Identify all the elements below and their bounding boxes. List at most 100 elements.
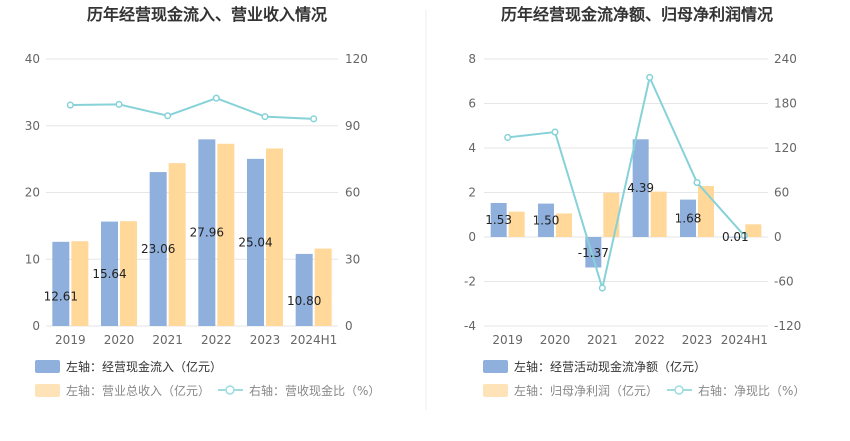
x-tick-label: 2019 bbox=[492, 333, 523, 347]
legend-swatch-net-cash[interactable] bbox=[483, 360, 508, 373]
data-label: 23.06 bbox=[141, 242, 175, 256]
legend-marker-ratio[interactable] bbox=[225, 385, 235, 395]
chart-left-grid bbox=[46, 58, 338, 327]
bar-net-profit[interactable] bbox=[603, 192, 620, 237]
y-right-tick: 180 bbox=[774, 97, 797, 111]
x-tick-label: 2023 bbox=[682, 333, 713, 347]
ratio-point[interactable] bbox=[115, 100, 123, 108]
data-label: 10.80 bbox=[287, 294, 321, 308]
bar-net-cash[interactable] bbox=[680, 199, 696, 237]
chart-right-bars bbox=[490, 139, 762, 268]
y-left-tick: -2 bbox=[464, 275, 476, 289]
x-tick-label: 2019 bbox=[55, 333, 86, 347]
x-tick-label: 2021 bbox=[152, 333, 183, 347]
ratio-line bbox=[70, 97, 314, 120]
bar-net-cash[interactable] bbox=[490, 202, 507, 237]
legend-label-net-cash[interactable]: 左轴：经营活动现金流净额（亿元） bbox=[514, 359, 706, 374]
bar-revenue[interactable] bbox=[314, 248, 332, 326]
data-label: 15.64 bbox=[92, 267, 126, 281]
bar-revenue[interactable] bbox=[120, 221, 137, 326]
y-left-tick: 0 bbox=[468, 230, 476, 244]
chart-right-line bbox=[504, 73, 748, 292]
data-label: -1.37 bbox=[578, 246, 609, 260]
bar-net-profit[interactable] bbox=[556, 213, 572, 237]
chart-right-axes: -4 -2 0 2 4 6 8 -120 -60 0 60 120 180 240 2019 2020 2021… bbox=[464, 52, 801, 347]
x-tick-label: 2020 bbox=[540, 333, 571, 347]
bar-net-profit[interactable] bbox=[508, 211, 525, 237]
y-left-tick: 4 bbox=[468, 141, 476, 155]
legend-swatch-net-profit[interactable] bbox=[483, 384, 508, 397]
chart-right-title: 历年经营现金流净额、归母净利润情况 bbox=[501, 5, 773, 24]
y-right-tick: 120 bbox=[774, 141, 797, 155]
bar-net-cash[interactable] bbox=[632, 139, 649, 237]
ratio-point[interactable] bbox=[646, 73, 654, 81]
y-right-tick: 120 bbox=[345, 52, 368, 66]
bar-revenue[interactable] bbox=[71, 241, 89, 326]
data-label: 0.01 bbox=[722, 230, 749, 244]
y-right-tick: 60 bbox=[345, 186, 360, 200]
chart-left: 历年经营现金流入、营业收入情况 12.61 15.64 23.06 27.96 25.0… bbox=[25, 5, 381, 398]
bar-revenue[interactable] bbox=[266, 148, 283, 326]
legend-label-net-profit[interactable]: 左轴：归母净利润（亿元） bbox=[514, 383, 658, 398]
bar-revenue[interactable] bbox=[217, 143, 235, 326]
legend-marker-net-ratio[interactable] bbox=[674, 385, 684, 395]
y-left-tick: 40 bbox=[25, 52, 40, 66]
y-right-tick: 30 bbox=[345, 252, 360, 266]
legend-swatch-cash-inflow[interactable] bbox=[35, 360, 60, 373]
y-right-tick: -60 bbox=[774, 275, 794, 289]
y-right-tick: 0 bbox=[345, 319, 353, 333]
bar-cash-inflow[interactable] bbox=[198, 139, 216, 326]
bar-net-profit[interactable] bbox=[745, 224, 762, 237]
bar-cash-inflow[interactable] bbox=[149, 172, 167, 326]
chart-right: 历年经营现金流净额、归母净利润情况 1.53 1.50 -1.37 4.39 1.68 0… bbox=[464, 5, 805, 398]
ratio-point[interactable] bbox=[66, 101, 74, 109]
ratio-point[interactable] bbox=[212, 94, 220, 102]
y-left-tick: 10 bbox=[25, 252, 40, 266]
legend-label-cash-inflow[interactable]: 左轴：经营现金流入（亿元） bbox=[66, 359, 222, 374]
bar-net-cash[interactable] bbox=[538, 203, 554, 237]
legend-label-ratio[interactable]: 右轴：营收现金比（%） bbox=[249, 383, 380, 398]
y-right-tick: 90 bbox=[345, 119, 360, 133]
y-left-tick: 8 bbox=[468, 52, 476, 66]
legend-label-revenue[interactable]: 左轴：营业总收入（亿元） bbox=[66, 383, 210, 398]
data-label: 1.53 bbox=[485, 213, 512, 227]
ratio-point[interactable] bbox=[164, 112, 172, 120]
x-tick-label: 2024H1 bbox=[721, 333, 768, 347]
legend-label-net-ratio[interactable]: 右轴：净现比（%） bbox=[698, 383, 805, 398]
ratio-point[interactable] bbox=[261, 113, 269, 121]
data-label: 27.96 bbox=[190, 226, 224, 240]
ratio-point[interactable] bbox=[551, 128, 559, 136]
bar-cash-inflow[interactable] bbox=[101, 221, 118, 326]
ratio-line bbox=[507, 74, 746, 292]
chart-right-grid bbox=[484, 58, 768, 327]
bar-net-cash[interactable] bbox=[727, 236, 744, 238]
y-left-tick: 20 bbox=[25, 186, 40, 200]
data-label: 25.04 bbox=[238, 235, 272, 249]
ratio-point[interactable] bbox=[693, 179, 701, 187]
bar-cash-inflow[interactable] bbox=[52, 241, 70, 326]
data-label: 1.50 bbox=[533, 213, 560, 227]
bar-cash-inflow[interactable] bbox=[247, 158, 264, 326]
x-tick-label: 2022 bbox=[634, 333, 665, 347]
ratio-point[interactable] bbox=[740, 232, 748, 240]
y-right-tick: 0 bbox=[774, 230, 782, 244]
legend-swatch-revenue[interactable] bbox=[35, 384, 60, 397]
chart-left-bars bbox=[52, 139, 332, 326]
bar-revenue[interactable] bbox=[168, 163, 186, 326]
chart-left-line bbox=[66, 94, 318, 123]
x-tick-label: 2023 bbox=[250, 333, 281, 347]
y-left-tick: 30 bbox=[25, 119, 40, 133]
ratio-point[interactable] bbox=[504, 133, 512, 142]
y-left-tick: 6 bbox=[468, 97, 476, 111]
bar-net-profit[interactable] bbox=[698, 186, 714, 237]
ratio-point[interactable] bbox=[310, 115, 318, 123]
chart-left-data-labels: 12.61 15.64 23.06 27.96 25.04 10.80 bbox=[44, 226, 322, 308]
bar-cash-inflow[interactable] bbox=[295, 253, 313, 326]
ratio-point[interactable] bbox=[598, 284, 606, 292]
x-tick-label: 2021 bbox=[587, 333, 618, 347]
y-right-tick: 60 bbox=[774, 186, 789, 200]
x-tick-label: 2022 bbox=[201, 333, 232, 347]
bar-net-profit[interactable] bbox=[650, 191, 667, 237]
